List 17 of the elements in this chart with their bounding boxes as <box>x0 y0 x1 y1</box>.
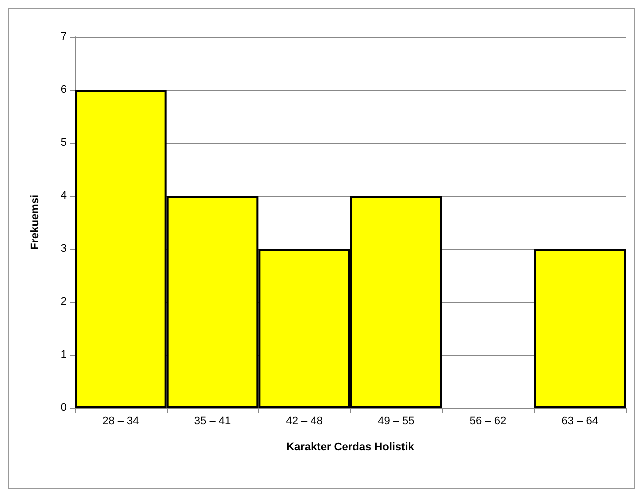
y-tick-label: 3 <box>60 243 67 255</box>
y-axis-title: Frekuemsi <box>30 194 42 250</box>
x-tick-label: 42 – 48 <box>286 416 323 428</box>
x-tick-label: 28 – 34 <box>102 416 140 428</box>
y-tick-label: 7 <box>60 31 67 43</box>
y-tick-label: 1 <box>60 349 67 361</box>
bar <box>534 249 626 408</box>
y-tick-label: 5 <box>60 137 67 149</box>
x-tick-label: 49 – 55 <box>378 416 415 428</box>
x-tick-label: 63 – 64 <box>562 416 598 428</box>
x-axis-title: Karakter Cerdas Holistik <box>286 442 416 454</box>
y-tick-label: 6 <box>60 84 67 96</box>
y-tick-label: 0 <box>60 402 67 414</box>
x-tick-label: 35 – 41 <box>194 416 232 428</box>
x-tick-label: 56 – 62 <box>470 416 507 428</box>
y-tick-label: 2 <box>60 296 67 308</box>
y-tick-label: 4 <box>60 190 67 202</box>
